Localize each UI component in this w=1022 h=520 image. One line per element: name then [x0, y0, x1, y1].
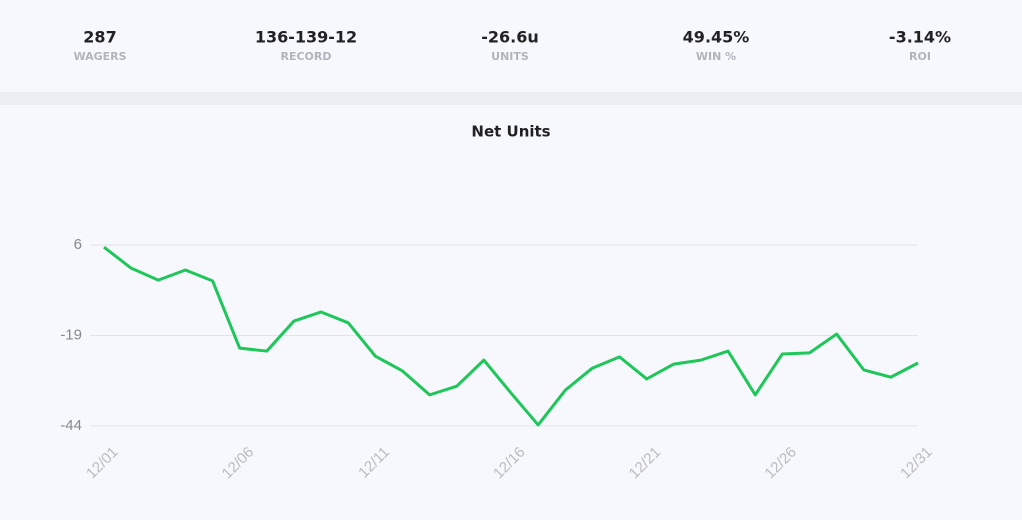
stat-value: 287 — [83, 28, 116, 47]
stat-value: 49.45% — [683, 28, 750, 47]
x-tick-label: 12/21 — [626, 444, 665, 483]
chart-title: Net Units — [471, 123, 550, 141]
x-tick-label: 12/31 — [897, 444, 936, 483]
stat-value: 136-139-12 — [255, 28, 357, 47]
separator — [0, 92, 1022, 105]
stat-label: RECORD — [280, 50, 331, 63]
x-tick-label: 12/26 — [761, 444, 800, 483]
stat-value: -26.6u — [481, 28, 539, 47]
y-tick-label: -19 — [60, 326, 82, 343]
stat-label: ROI — [909, 50, 931, 63]
stat-label: WAGERS — [73, 50, 126, 63]
y-tick-label: -44 — [60, 417, 82, 434]
line — [103, 245, 919, 427]
stat-label: WIN % — [696, 50, 736, 63]
x-tick-label: 12/11 — [355, 444, 393, 482]
x-tick-label: 12/01 — [83, 444, 122, 483]
x-tick-label: 12/06 — [219, 444, 258, 483]
stat-value: -3.14% — [889, 28, 951, 47]
y-tick-label: 6 — [74, 236, 82, 253]
x-tick-label: 12/16 — [490, 444, 529, 483]
stats-bar — [0, 0, 1022, 92]
stat-label: UNITS — [491, 50, 529, 63]
